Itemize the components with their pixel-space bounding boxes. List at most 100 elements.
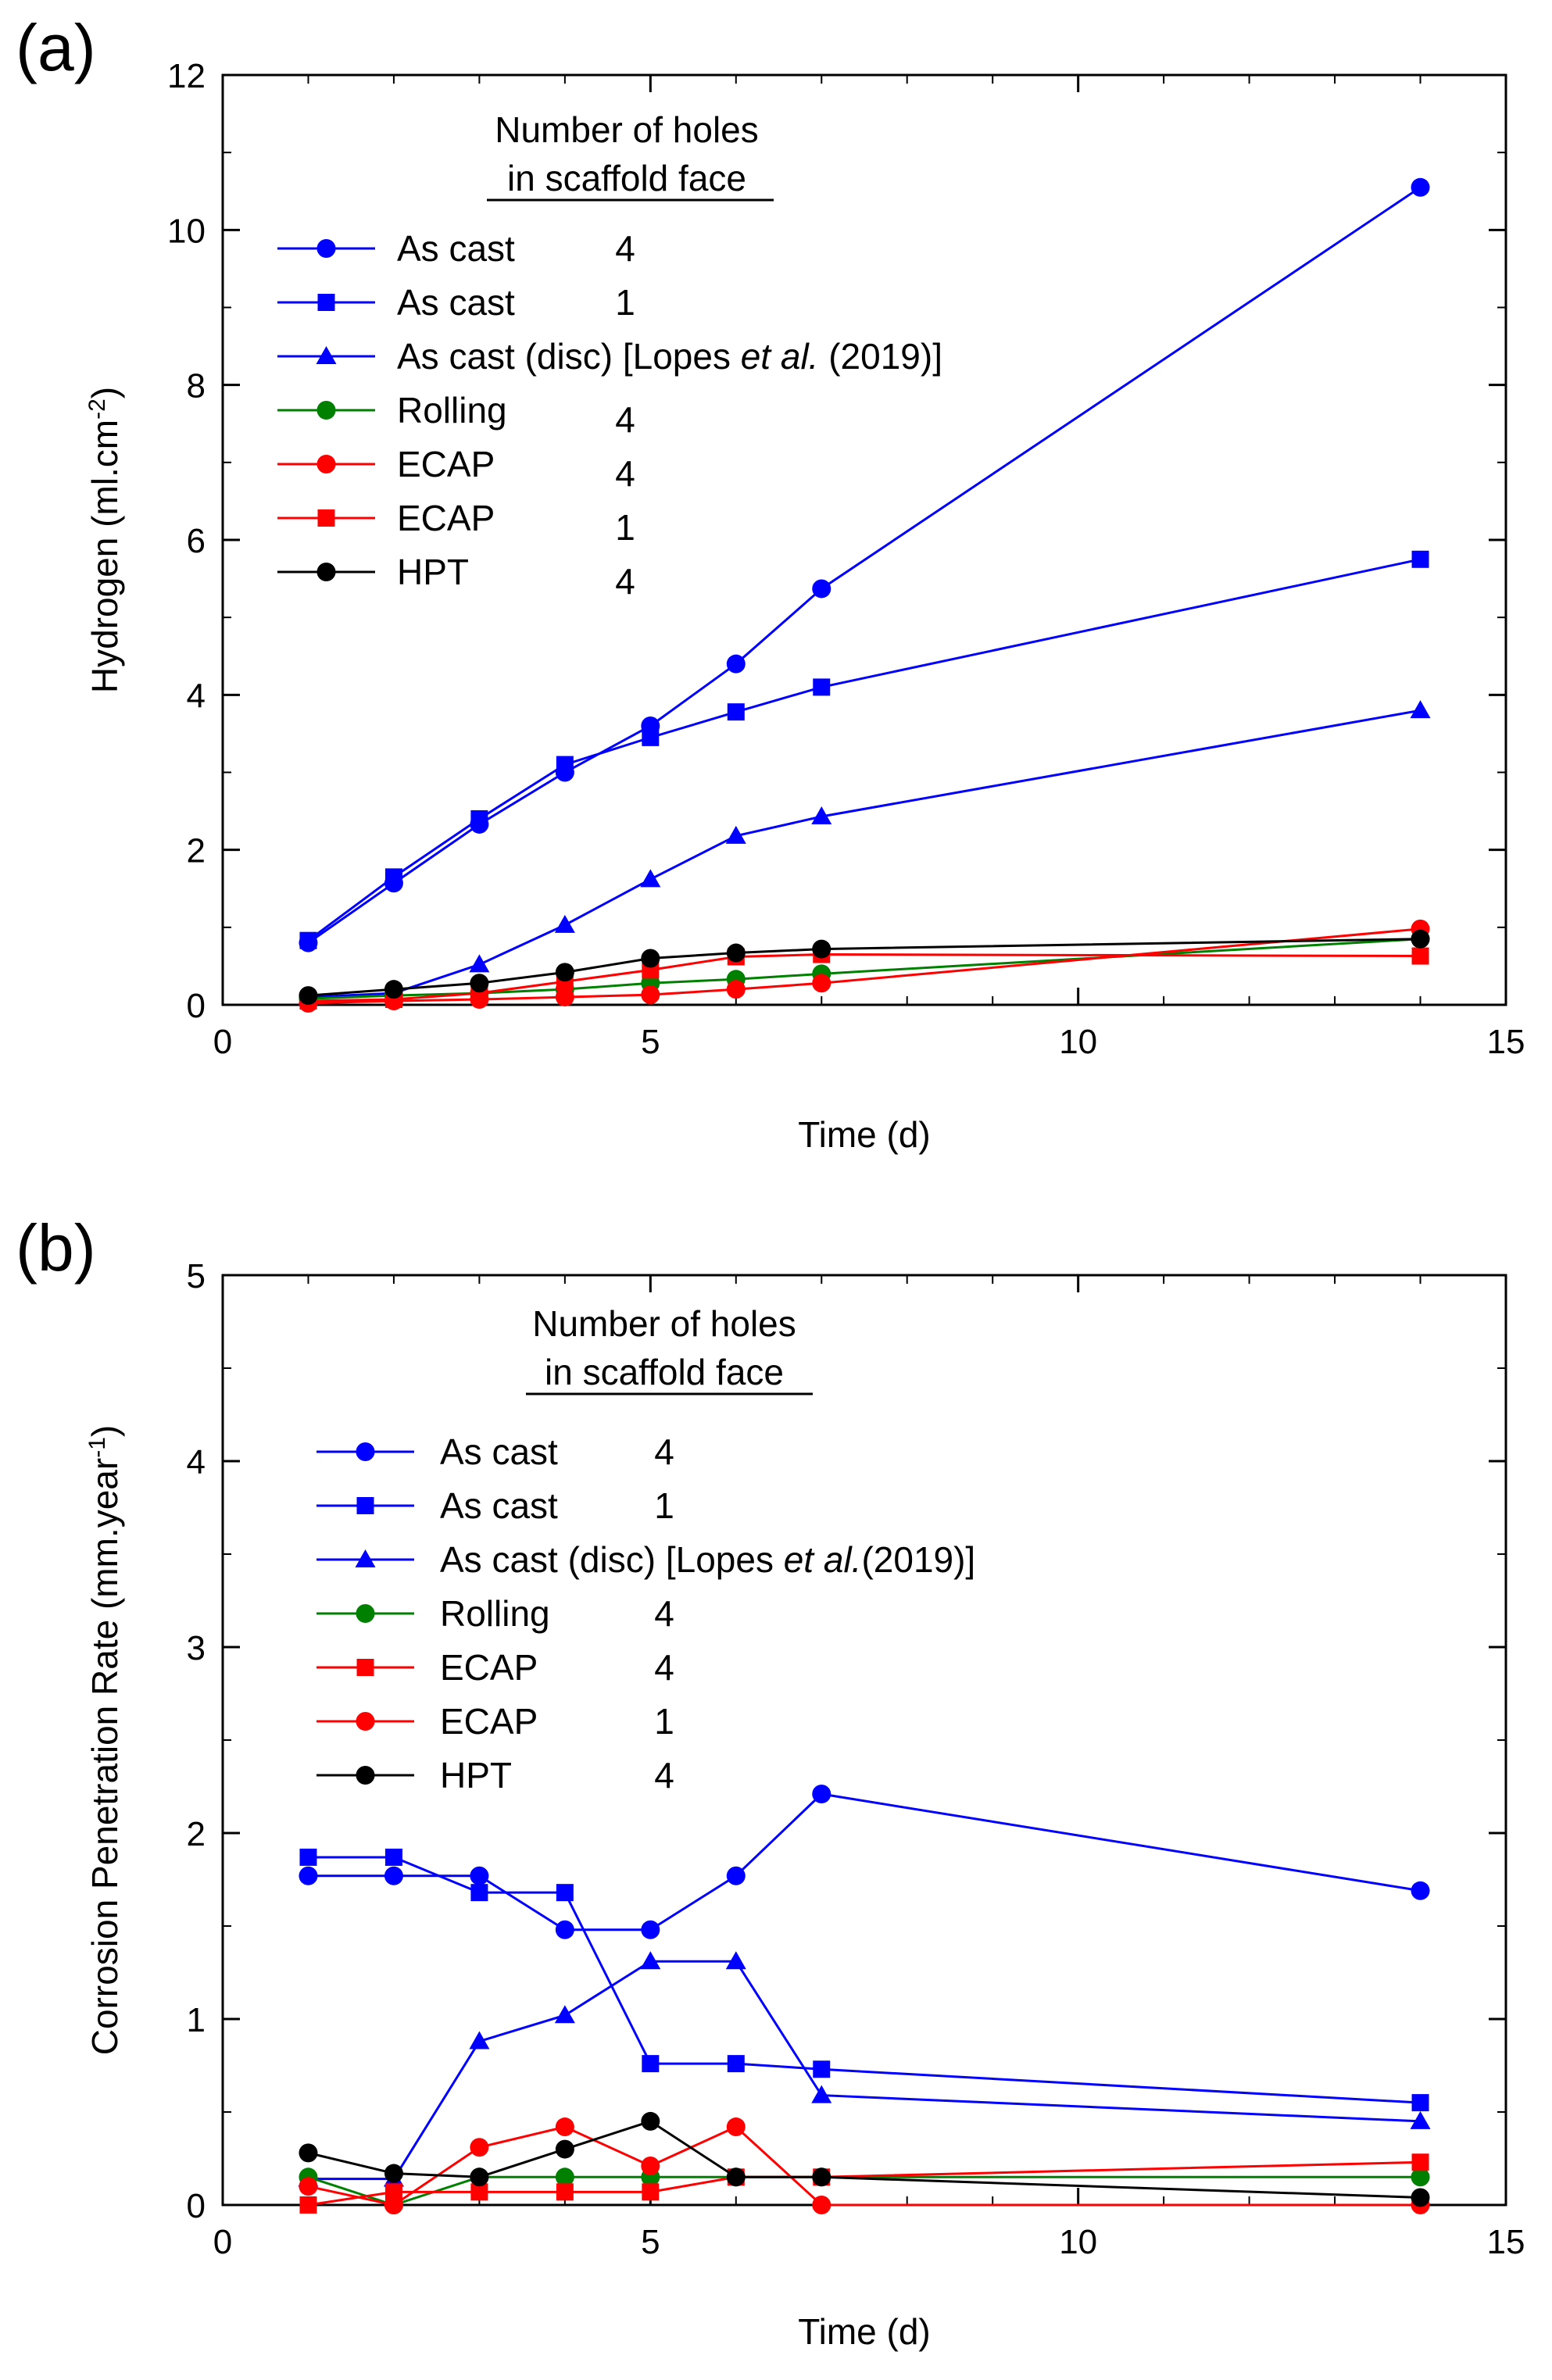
data-point [384, 2164, 403, 2183]
legend-entry: HPT 4 [316, 1755, 674, 1796]
series-0 [299, 1785, 1430, 1939]
data-point [640, 869, 661, 888]
legend-label-part: ECAP [440, 1647, 538, 1688]
series-line [308, 927, 1421, 1005]
x-tick-label: 0 [213, 1023, 232, 1061]
legend-label: As cast [397, 228, 515, 269]
data-point [556, 2183, 574, 2201]
legend-label: As cast [440, 1485, 558, 1526]
x-axis-label: Time (d) [798, 1114, 931, 1155]
legend-title-line1: Number of holes [532, 1303, 796, 1344]
legend-label: ECAP [397, 498, 495, 538]
y-tick-label: 0 [187, 987, 206, 1025]
legend-label: ECAP [440, 1701, 538, 1742]
data-point [726, 654, 746, 674]
y-tick-label: 5 [187, 1257, 206, 1295]
legend-holes: 1 [615, 507, 635, 548]
data-point [1410, 700, 1431, 719]
legend-holes: 4 [615, 561, 635, 602]
data-point [727, 2055, 745, 2073]
data-point [1411, 929, 1430, 949]
legend-label-part: et al. [741, 336, 819, 377]
data-point [641, 949, 660, 968]
legend-label-part: ECAP [440, 1701, 538, 1742]
series-1 [299, 1848, 1429, 2112]
y-tick-label: 2 [187, 1815, 206, 1853]
legend-label: HPT [440, 1755, 512, 1796]
legend-label: Rolling [440, 1593, 550, 1634]
legend-entry: As cast 4 [277, 228, 635, 269]
legend-marker [355, 1549, 376, 1567]
data-point [726, 2117, 746, 2137]
y-axis-label-main: Hydrogen (ml.cm [84, 420, 125, 693]
data-point [1411, 2094, 1429, 2112]
panel-label: (b) [16, 1211, 96, 1285]
data-point [299, 2196, 317, 2214]
data-point [470, 2138, 489, 2157]
data-point [555, 988, 574, 1007]
data-point [384, 1866, 403, 1885]
legend-label-part: ECAP [397, 498, 495, 538]
series-line [308, 938, 1421, 997]
legend-label: As cast (disc) [Lopes et al.(2019)] [440, 1539, 975, 1580]
data-point [299, 986, 318, 1006]
data-point [556, 1884, 574, 1902]
data-point [469, 2031, 490, 2049]
legend-label-part: Rolling [397, 390, 507, 431]
legend-label: As cast (disc) [Lopes et al. (2019)] [397, 336, 942, 377]
y-axis-label: Hydrogen (ml.cm-2) [84, 387, 126, 693]
legend-entry: As cast 4 [316, 1431, 674, 1472]
data-point [470, 2183, 488, 2201]
legend-entry: As cast 1 [316, 1485, 674, 1526]
legend-title-line2: in scaffold face [545, 1352, 784, 1392]
data-point [1411, 2167, 1430, 2187]
legend-holes: 4 [615, 453, 635, 494]
legend-label: HPT [397, 552, 469, 592]
y-tick-label: 10 [167, 212, 206, 250]
legend-holes: 1 [654, 1701, 674, 1742]
legend-label: As cast [440, 1431, 558, 1472]
data-point [813, 2060, 831, 2078]
legend-marker [316, 239, 336, 258]
y-axis-label-superscript: -1 [84, 1437, 110, 1458]
legend-label-part: As cast [397, 282, 515, 323]
data-point [1411, 947, 1429, 965]
data-point [641, 1920, 660, 1939]
data-point [555, 2139, 574, 2159]
series-line [308, 1792, 1421, 1932]
legend-entry: ECAP 4 [316, 1647, 674, 1688]
data-point [384, 980, 403, 999]
data-point [642, 2183, 660, 2201]
legend-holes: 4 [654, 1431, 674, 1472]
legend-entry: Rolling 4 [277, 390, 635, 440]
legend-label-part: ECAP [397, 444, 495, 484]
series-1 [299, 550, 1429, 949]
data-point [384, 2183, 402, 2201]
data-point [470, 810, 488, 827]
legend-marker [316, 563, 336, 581]
legend-label-part: et al. [784, 1539, 862, 1580]
y-axis-label-close: ) [84, 387, 125, 398]
data-point [642, 2055, 660, 2073]
data-point [726, 943, 746, 963]
legend-entry: As cast (disc) [Lopes et al.(2019)] [316, 1539, 975, 1580]
legend-label-part: As cast [440, 1485, 558, 1526]
data-point [812, 974, 831, 993]
legend-label-part: (2019)] [861, 1539, 975, 1580]
x-axis-label: Time (d) [798, 2311, 931, 2352]
x-tick-label: 5 [641, 1023, 660, 1061]
legend-holes: 4 [615, 228, 635, 269]
y-tick-label: 2 [187, 832, 206, 870]
data-point [555, 2117, 574, 2137]
series-line [307, 186, 1421, 944]
legend-label: ECAP [397, 444, 495, 484]
data-point [299, 931, 317, 949]
data-point [726, 2167, 746, 2187]
legend-label-part: As cast (disc) [Lopes [397, 336, 741, 377]
data-point [555, 2167, 574, 2187]
y-tick-label: 4 [187, 677, 206, 715]
legend-marker [317, 509, 335, 527]
series-line [308, 1960, 1421, 2181]
